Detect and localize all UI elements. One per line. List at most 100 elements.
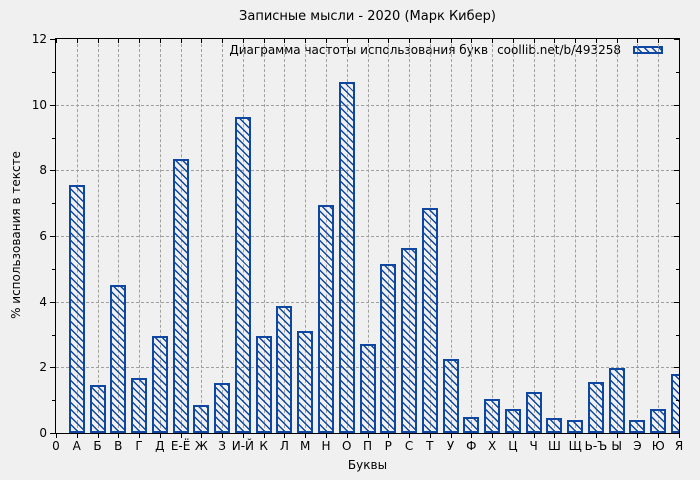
x-tick-label-Ю: Ю: [651, 439, 665, 453]
bar-О: [338, 82, 355, 433]
bar-Ш: [546, 417, 563, 433]
x-tick-mark-top: [429, 39, 431, 43]
x-tick-mark: [159, 434, 161, 438]
y-minor-tick-mark: [52, 268, 55, 270]
x-tick-label-Ц: Ц: [508, 439, 518, 453]
x-tick-mark-top: [492, 39, 494, 43]
x-tick-mark: [616, 434, 618, 438]
x-tick-label-И-Й: И-Й: [231, 439, 255, 453]
y-tick-mark: [50, 236, 55, 237]
y-tick-mark: [50, 301, 55, 303]
hatch-swatch-icon: [633, 46, 663, 54]
x-tick-mark-top: [346, 39, 348, 43]
bar-К: [255, 336, 272, 433]
bar-Г: [131, 378, 148, 433]
x-tick-mark: [346, 434, 348, 438]
x-tick-label-Б: Б: [93, 439, 102, 453]
x-tick-mark: [56, 434, 57, 438]
y-tick-mark: [50, 433, 55, 434]
x-tick-label-В: В: [114, 439, 123, 453]
x-tick-mark-top: [388, 39, 390, 43]
x-tick-label-Щ: Щ: [568, 439, 582, 453]
x-tick-label-Н: Н: [321, 439, 331, 453]
x-tick-mark: [222, 434, 224, 438]
v-gridline: [679, 39, 680, 433]
x-tick-label-Д: Д: [155, 439, 165, 453]
bar-Э: [629, 420, 646, 433]
bar-Щ: [567, 419, 584, 433]
x-tick-mark-top: [554, 39, 556, 43]
x-tick-mark: [658, 434, 660, 438]
x-tick-label-Х: Х: [487, 439, 497, 453]
y-minor-tick-mark: [52, 334, 55, 336]
x-tick-mark-top: [533, 39, 535, 43]
y-tick-label-0: 0: [39, 426, 47, 440]
x-axis-title: Буквы: [347, 458, 388, 472]
y-minor-tick-mark-right: [676, 400, 679, 402]
x-tick-mark: [201, 434, 203, 438]
y-minor-tick-mark-right: [676, 71, 679, 73]
x-tick-label-Г: Г: [135, 439, 143, 453]
x-tick-mark: [429, 434, 431, 438]
x-tick-mark: [388, 434, 390, 438]
x-tick-mark-top: [637, 39, 639, 43]
x-tick-mark: [242, 434, 244, 438]
x-tick-mark: [409, 434, 411, 438]
x-tick-label-Я: Я: [674, 439, 684, 453]
x-tick-mark-top: [139, 39, 141, 43]
x-tick-label-Е-Ё: Е-Ё: [170, 439, 191, 453]
y-minor-tick-mark: [52, 203, 55, 205]
x-tick-label-О: О: [341, 439, 352, 453]
x-tick-mark: [305, 434, 307, 438]
x-tick-mark: [533, 434, 535, 438]
chart-title: Записные мысли - 2020 (Марк Кибер): [239, 9, 496, 24]
bar-Е-Ё: [172, 158, 189, 433]
x-tick-mark-top: [616, 39, 618, 43]
x-tick-label-Ь-Ъ: Ь-Ъ: [584, 439, 608, 453]
bar-З: [214, 383, 231, 433]
x-tick-label-Т: Т: [426, 439, 434, 453]
x-tick-mark-top: [512, 39, 514, 43]
legend-label: Диаграмма частоты использования букв: [229, 43, 489, 57]
bar-М: [297, 330, 314, 433]
x-tick-mark-top: [201, 39, 203, 43]
x-tick-label-Э: Э: [633, 439, 642, 453]
y-minor-tick-mark: [52, 137, 55, 139]
x-tick-mark-top: [222, 39, 224, 43]
bar-Р: [380, 263, 397, 433]
y-tick-label-4: 4: [39, 294, 47, 309]
x-tick-mark-top: [471, 39, 473, 43]
bar-А: [68, 185, 85, 433]
x-tick-mark-top: [450, 39, 452, 43]
y-tick-mark: [50, 367, 55, 369]
bar-Т: [421, 208, 438, 433]
y-minor-tick-mark: [52, 400, 55, 402]
x-tick-mark-top: [242, 39, 244, 43]
y-tick-label-2: 2: [39, 360, 47, 375]
y-tick-label-12: 12: [31, 32, 47, 46]
x-tick-mark: [492, 434, 494, 438]
x-tick-mark: [284, 434, 286, 438]
y-tick-mark-right: [674, 39, 679, 40]
y-minor-tick-mark-right: [676, 268, 679, 270]
bar-Ы: [608, 368, 625, 433]
x-tick-mark-top: [367, 39, 369, 43]
bar-Ч: [525, 392, 542, 433]
y-tick-mark: [50, 170, 55, 172]
legend-source-url: coollib.net/b/493258: [497, 43, 621, 57]
x-tick-mark: [97, 434, 99, 438]
y-tick-mark-right: [674, 236, 679, 237]
x-tick-mark: [637, 434, 639, 438]
bar-И-Й: [234, 117, 251, 433]
x-tick-mark-top: [595, 39, 597, 43]
y-tick-mark-right: [674, 301, 679, 303]
h-gridline: [56, 170, 679, 172]
plot-area: [55, 38, 680, 434]
x-tick-label-К: К: [259, 439, 268, 453]
bar-Ц: [504, 409, 521, 433]
x-tick-mark-top: [679, 39, 680, 43]
h-gridline: [56, 301, 679, 303]
y-minor-tick-mark: [52, 71, 55, 73]
x-tick-mark: [263, 434, 265, 438]
